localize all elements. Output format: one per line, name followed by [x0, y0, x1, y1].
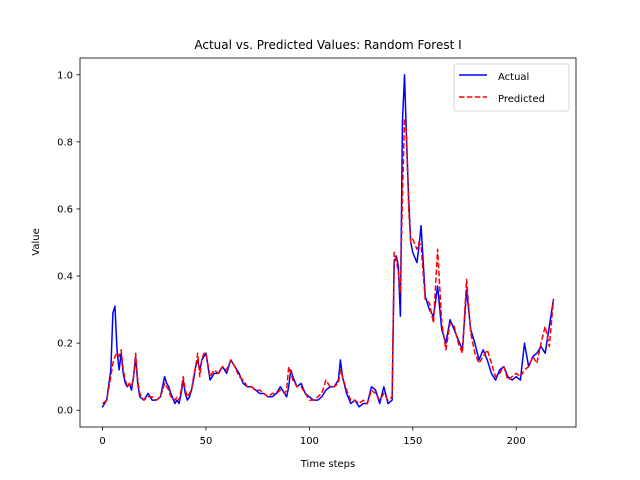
y-tick-label: 0.8: [57, 137, 73, 148]
x-tick-label: 200: [507, 436, 526, 447]
x-tick-label: 100: [300, 436, 319, 447]
axis-ticks: 0 50 100 150 200 0.0 0.2 0.4 0.6 0.8 1.0: [57, 70, 526, 447]
plot-frame: [79, 57, 577, 428]
series-line-predicted: [102, 117, 555, 405]
x-tick-label: 50: [200, 436, 213, 447]
y-tick-label: 0.6: [57, 204, 73, 215]
chart-title: Actual vs. Predicted Values: Random Fore…: [194, 38, 461, 52]
y-tick-label: 0.4: [57, 272, 73, 283]
legend-label-predicted: Predicted: [498, 94, 545, 105]
legend: Actual Predicted: [453, 63, 570, 112]
legend-label-actual: Actual: [498, 72, 529, 83]
y-tick-label: 1.0: [57, 70, 73, 81]
y-tick-label: 0.2: [57, 339, 73, 350]
y-axis-label: Value: [31, 228, 42, 255]
x-tick-label: 150: [403, 436, 422, 447]
data-series: [101, 74, 555, 408]
x-axis-label: Time steps: [300, 459, 356, 470]
y-tick-label: 0.0: [57, 406, 73, 417]
x-tick-label: 0: [99, 436, 105, 447]
